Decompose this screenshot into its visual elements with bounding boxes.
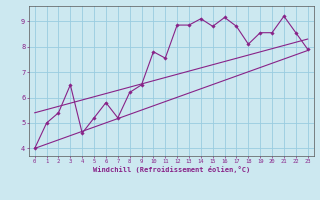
X-axis label: Windchill (Refroidissement éolien,°C): Windchill (Refroidissement éolien,°C) (92, 166, 250, 173)
